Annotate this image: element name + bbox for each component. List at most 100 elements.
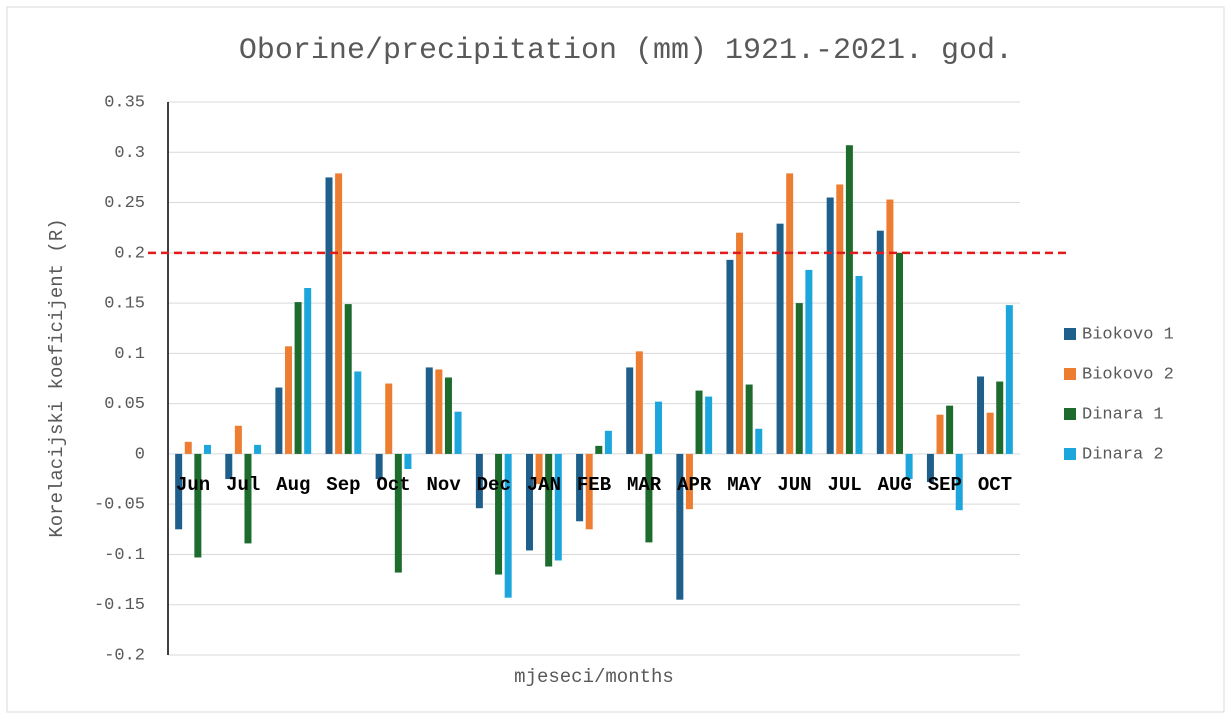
- bar: [554, 453, 562, 561]
- bar: [726, 259, 734, 454]
- chart-title: Oborine/precipitation (mm) 1921.-2021. g…: [239, 34, 1013, 68]
- bar: [344, 304, 352, 454]
- bar: [645, 453, 653, 543]
- legend-label: Biokovo 2: [1082, 365, 1174, 384]
- bar: [294, 302, 302, 454]
- bar: [845, 145, 853, 454]
- bar: [786, 173, 794, 454]
- y-tick-label: 0.15: [104, 295, 145, 314]
- bar: [977, 376, 985, 454]
- bar: [454, 411, 462, 454]
- bar: [685, 453, 693, 510]
- x-tick-label: FEB: [577, 474, 611, 496]
- bar: [755, 428, 763, 454]
- y-tick-label: 0.3: [114, 144, 145, 163]
- legend-swatch: [1064, 448, 1076, 460]
- bar: [425, 367, 433, 454]
- y-tick-label: 0.35: [104, 93, 145, 112]
- x-tick-label: MAR: [627, 474, 662, 496]
- bar: [375, 453, 383, 480]
- bar: [826, 197, 834, 454]
- x-tick-label: Jul: [226, 474, 260, 496]
- bar: [254, 444, 262, 454]
- y-tick-label: 0.25: [104, 194, 145, 213]
- y-tick-label: -0.05: [94, 496, 145, 515]
- bar: [876, 230, 884, 454]
- bar: [705, 396, 713, 454]
- bar: [986, 412, 994, 454]
- chart-border: [6, 6, 1225, 713]
- bar: [225, 453, 233, 480]
- x-tick-label: OCT: [978, 474, 1012, 496]
- bar: [695, 390, 703, 454]
- y-tick-label: -0.15: [94, 596, 145, 615]
- bar: [836, 184, 844, 454]
- x-tick-label: Oct: [376, 474, 410, 496]
- bar: [394, 453, 402, 573]
- bar: [745, 384, 753, 454]
- y-tick-label: 0.1: [114, 345, 145, 364]
- bar: [896, 252, 904, 454]
- bar: [576, 453, 584, 522]
- x-tick-label: JUL: [827, 474, 861, 496]
- bar: [795, 303, 803, 454]
- bar: [275, 387, 283, 454]
- bar: [595, 445, 603, 454]
- x-tick-label: Jun: [176, 474, 210, 496]
- bar: [194, 453, 202, 558]
- bar: [495, 453, 503, 575]
- bar: [1005, 305, 1013, 454]
- legend-label: Dinara 1: [1082, 405, 1164, 424]
- x-tick-label: Dec: [477, 474, 511, 496]
- legend-label: Dinara 2: [1082, 445, 1164, 464]
- x-tick-label: Aug: [276, 474, 310, 496]
- bar: [926, 453, 934, 483]
- x-tick-label: JUN: [777, 474, 811, 496]
- bar: [736, 232, 744, 454]
- bar: [955, 453, 963, 511]
- y-tick-label: 0.05: [104, 395, 145, 414]
- bar: [475, 453, 483, 509]
- bar: [244, 453, 252, 544]
- bar: [354, 371, 362, 454]
- y-tick-label: 0.2: [114, 244, 145, 263]
- legend-swatch: [1064, 368, 1076, 380]
- bar: [655, 401, 663, 454]
- bar: [184, 441, 192, 454]
- x-tick-label: Nov: [427, 474, 462, 496]
- x-tick-label: APR: [677, 474, 712, 496]
- y-tick-label: -0.2: [104, 646, 145, 665]
- bar: [855, 275, 863, 454]
- bar: [525, 453, 533, 551]
- bar: [626, 367, 634, 454]
- x-tick-label: JAN: [527, 474, 561, 496]
- legend-label: Biokovo 1: [1082, 325, 1174, 344]
- bar: [284, 346, 292, 454]
- y-axis-title: Korelacijski koeficijent (R): [46, 218, 68, 537]
- bar: [234, 425, 242, 454]
- bar: [776, 223, 784, 454]
- bar: [404, 453, 412, 469]
- y-tick-label: 0: [135, 445, 145, 464]
- bar: [585, 453, 593, 530]
- legend-swatch: [1064, 408, 1076, 420]
- bar: [535, 453, 543, 485]
- bar: [435, 369, 443, 454]
- bar: [635, 351, 643, 454]
- legend-swatch: [1064, 328, 1076, 340]
- bar: [444, 377, 452, 454]
- bar: [325, 177, 333, 454]
- x-tick-label: Sep: [326, 474, 360, 496]
- x-tick-label: AUG: [878, 474, 912, 496]
- bar: [335, 173, 343, 454]
- bar: [385, 383, 393, 454]
- bar: [203, 444, 211, 454]
- bar: [946, 405, 954, 454]
- bar: [805, 269, 813, 454]
- y-tick-label: -0.1: [104, 546, 145, 565]
- bar: [604, 430, 612, 454]
- bar: [304, 288, 312, 454]
- bar: [996, 381, 1004, 454]
- x-tick-label: SEP: [928, 474, 962, 496]
